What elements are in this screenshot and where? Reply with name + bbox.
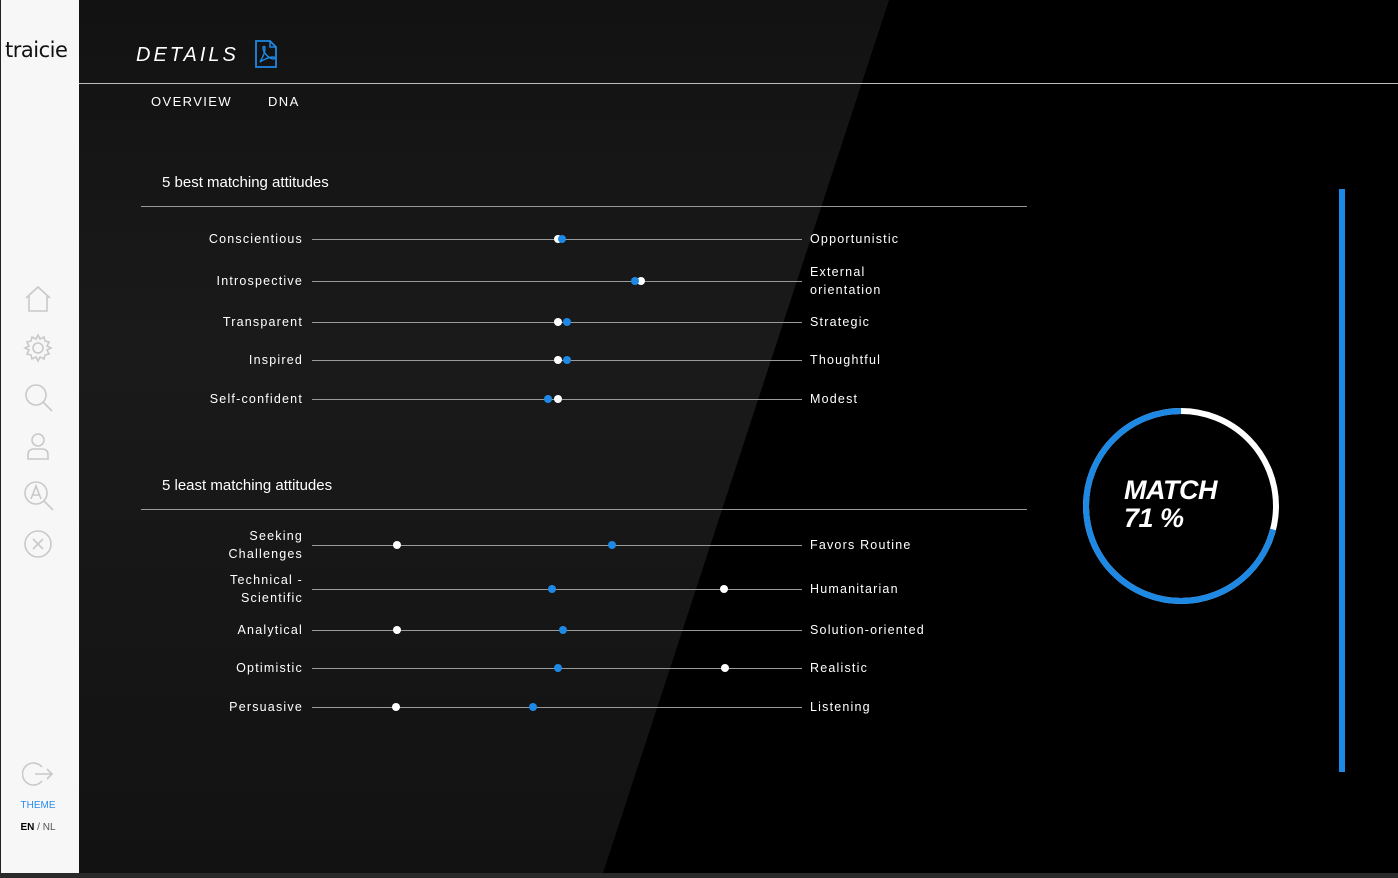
- match-value: 71 %: [1124, 503, 1184, 533]
- home-icon[interactable]: [22, 283, 54, 315]
- target-marker: [607, 541, 616, 549]
- scroll-indicator: [1339, 189, 1345, 772]
- match-score: MATCH 71 %: [1124, 476, 1217, 532]
- search-a-icon[interactable]: [22, 479, 54, 511]
- attitude-slider-track: [312, 545, 802, 546]
- attitude-right-label: Strategic: [810, 315, 871, 329]
- attitude-right-label: Modest: [810, 392, 859, 406]
- target-marker: [562, 318, 571, 326]
- attitude-right-label: Thoughtful: [810, 353, 882, 367]
- attitude-left-label: Inspired: [248, 353, 303, 367]
- main-panel: DETAILS OVERVIEW DNA 5 best matching att…: [79, 0, 1398, 873]
- attitude-left-label: Introspective: [216, 274, 303, 288]
- candidate-marker: [392, 541, 401, 549]
- tab-overview[interactable]: OVERVIEW: [151, 94, 233, 109]
- theme-toggle[interactable]: THEME: [20, 800, 56, 811]
- match-ring: [1083, 408, 1279, 604]
- attitude-left-label: Self-confident: [209, 392, 303, 406]
- attitude-slider-track: [312, 281, 802, 282]
- candidate-marker: [721, 664, 730, 672]
- candidate-marker: [554, 318, 563, 326]
- attitude-left-label: Transparent: [222, 315, 303, 329]
- attitude-left-label: Seeking Challenges: [228, 529, 303, 561]
- candidate-marker: [636, 277, 645, 285]
- candidate-marker: [554, 395, 563, 403]
- attitude-left-label: Analytical: [237, 623, 303, 637]
- gear-icon[interactable]: [22, 332, 54, 364]
- sidebar: traicie THEME EN / NL: [0, 0, 80, 873]
- pdf-icon[interactable]: [254, 40, 278, 68]
- header-divider: [79, 83, 1398, 84]
- attitude-slider-track: [312, 589, 802, 590]
- target-marker: [558, 626, 567, 634]
- attitude-slider-track: [312, 630, 802, 631]
- lang-en[interactable]: EN: [20, 822, 35, 833]
- target-marker: [557, 235, 566, 243]
- bottom-strip: [0, 873, 1398, 878]
- search-icon[interactable]: [22, 381, 54, 413]
- attitude-right-label: Listening: [810, 700, 871, 714]
- attitude-right-label: Realistic: [810, 661, 869, 675]
- least-matching-divider: [141, 509, 1027, 510]
- attitude-right-label: Solution-oriented: [810, 623, 925, 637]
- attitude-left-label: Optimistic: [236, 661, 303, 675]
- best-matching-title: 5 best matching attitudes: [162, 174, 329, 191]
- attitude-right-label: Humanitarian: [810, 582, 899, 596]
- target-marker: [562, 356, 571, 364]
- page-title: DETAILS: [136, 44, 239, 66]
- language-switch: EN / NL: [1, 822, 75, 833]
- least-matching-title: 5 least matching attitudes: [162, 477, 333, 494]
- attitude-left-label: Conscientious: [208, 232, 303, 246]
- candidate-marker: [719, 585, 728, 593]
- logout-icon[interactable]: [21, 758, 54, 790]
- candidate-marker: [391, 703, 400, 711]
- tab-dna[interactable]: DNA: [268, 94, 300, 109]
- best-matching-divider: [141, 206, 1027, 207]
- attitude-left-label: Persuasive: [229, 700, 303, 714]
- target-marker: [553, 664, 562, 672]
- target-marker: [631, 277, 640, 285]
- lang-nl[interactable]: NL: [42, 822, 56, 833]
- match-label: MATCH: [1124, 475, 1217, 505]
- candidate-marker: [392, 626, 401, 634]
- attitude-right-label: Opportunistic: [810, 232, 900, 246]
- user-icon[interactable]: [22, 430, 54, 462]
- attitude-right-label: Favors Routine: [810, 538, 912, 552]
- lang-separator: /: [37, 822, 40, 833]
- close-circle-icon[interactable]: [22, 528, 54, 560]
- target-marker: [548, 585, 557, 593]
- logo: traicie: [5, 38, 68, 62]
- target-marker: [544, 395, 553, 403]
- attitude-right-label: External orientation: [810, 265, 882, 297]
- target-marker: [528, 703, 537, 711]
- attitude-left-label: Technical - Scientific: [230, 573, 303, 605]
- candidate-marker: [554, 356, 563, 364]
- attitude-slider-track: [312, 707, 802, 708]
